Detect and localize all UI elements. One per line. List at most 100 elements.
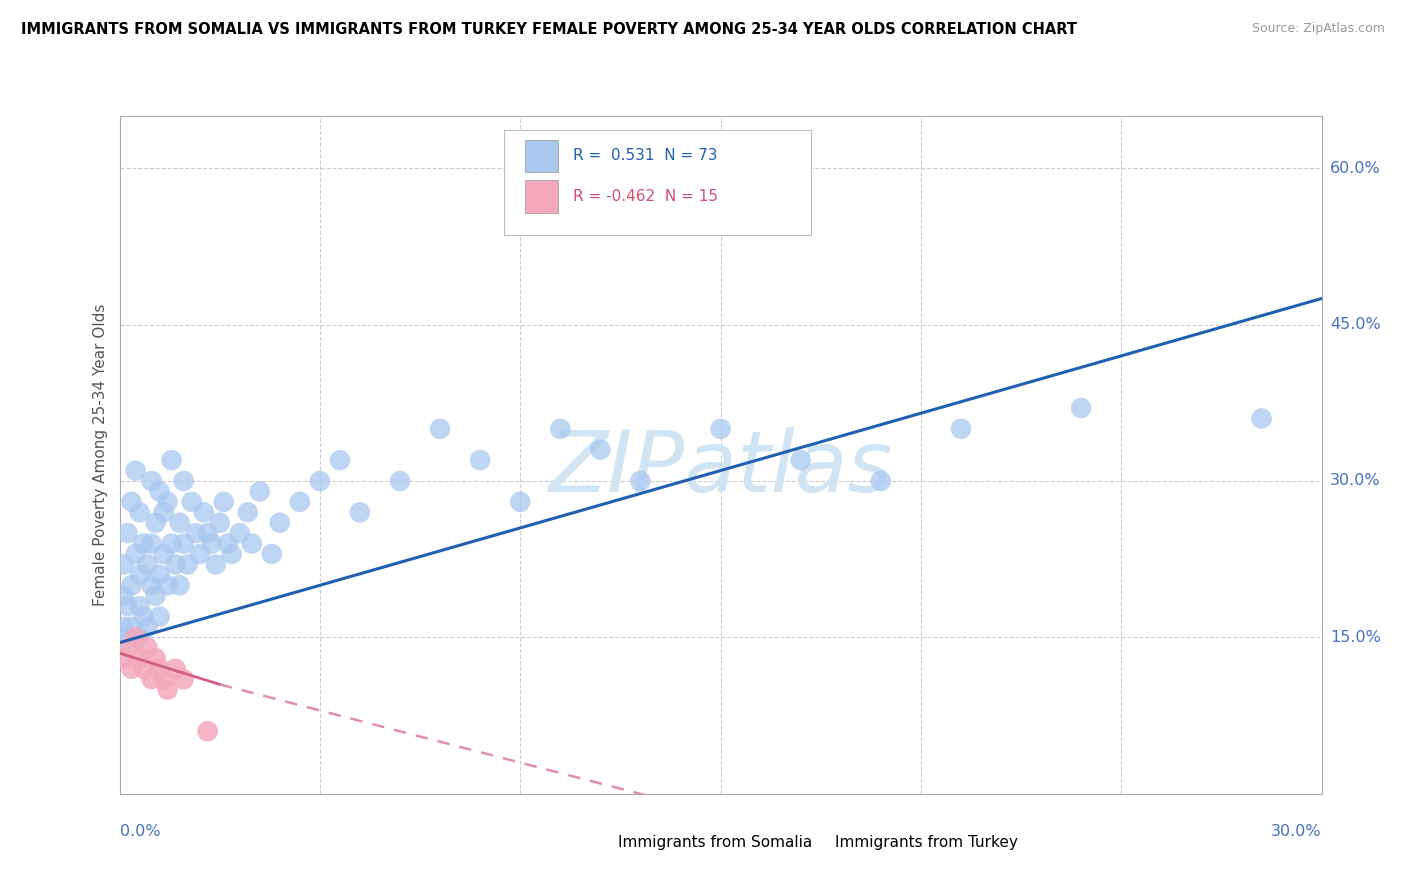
Text: R = -0.462  N = 15: R = -0.462 N = 15 — [572, 189, 717, 204]
Point — [240, 536, 263, 550]
Point — [145, 589, 167, 603]
Point — [160, 453, 183, 467]
Point — [173, 536, 195, 550]
Point — [141, 578, 163, 592]
FancyBboxPatch shape — [799, 832, 823, 853]
Point — [201, 536, 224, 550]
Point — [141, 672, 163, 686]
Point — [117, 599, 139, 614]
Point — [149, 609, 172, 624]
Point — [112, 589, 135, 603]
Point — [388, 474, 412, 488]
Point — [128, 651, 150, 665]
Point — [1070, 401, 1092, 415]
Point — [152, 505, 174, 519]
Point — [165, 558, 187, 572]
Point — [132, 662, 155, 676]
Point — [132, 536, 155, 550]
Point — [169, 578, 191, 592]
Point — [869, 474, 893, 488]
FancyBboxPatch shape — [524, 140, 558, 172]
Point — [160, 536, 183, 550]
Text: Immigrants from Somalia: Immigrants from Somalia — [619, 835, 813, 850]
Point — [212, 495, 235, 509]
Point — [550, 422, 572, 436]
Point — [269, 516, 291, 530]
FancyBboxPatch shape — [505, 129, 811, 235]
Text: 0.0%: 0.0% — [120, 824, 160, 839]
Point — [136, 558, 159, 572]
FancyBboxPatch shape — [524, 180, 558, 213]
Y-axis label: Female Poverty Among 25-34 Year Olds: Female Poverty Among 25-34 Year Olds — [93, 304, 108, 606]
Point — [124, 631, 146, 645]
Point — [197, 526, 219, 541]
Point — [156, 578, 179, 592]
Text: 45.0%: 45.0% — [1330, 317, 1381, 332]
Point — [117, 526, 139, 541]
Point — [124, 547, 146, 561]
Point — [589, 442, 612, 457]
Point — [468, 453, 492, 467]
Point — [128, 599, 150, 614]
Point — [149, 484, 172, 499]
Text: Immigrants from Turkey: Immigrants from Turkey — [835, 835, 1018, 850]
Point — [156, 495, 179, 509]
Point — [630, 474, 652, 488]
Point — [709, 422, 731, 436]
Point — [121, 662, 143, 676]
FancyBboxPatch shape — [582, 832, 606, 853]
Point — [121, 495, 143, 509]
Point — [117, 640, 139, 655]
Point — [221, 547, 243, 561]
Point — [176, 558, 198, 572]
Point — [236, 505, 259, 519]
Point — [124, 464, 146, 478]
Text: 30.0%: 30.0% — [1330, 474, 1381, 489]
Point — [509, 495, 531, 509]
Point — [260, 547, 283, 561]
Point — [173, 474, 195, 488]
Point — [121, 578, 143, 592]
Point — [790, 453, 813, 467]
Point — [169, 516, 191, 530]
Point — [188, 547, 211, 561]
Point — [128, 505, 150, 519]
Point — [950, 422, 973, 436]
Point — [329, 453, 352, 467]
Text: 15.0%: 15.0% — [1330, 630, 1381, 645]
Point — [180, 495, 202, 509]
Point — [197, 724, 219, 739]
Point — [141, 536, 163, 550]
Point — [1250, 411, 1272, 425]
Point — [193, 505, 215, 519]
Point — [228, 526, 252, 541]
Point — [152, 547, 174, 561]
Point — [112, 558, 135, 572]
Point — [156, 682, 179, 697]
Point — [112, 620, 135, 634]
Point — [117, 631, 139, 645]
Point — [136, 640, 159, 655]
Point — [145, 516, 167, 530]
Point — [165, 662, 187, 676]
Point — [429, 422, 451, 436]
Point — [112, 651, 135, 665]
Point — [121, 620, 143, 634]
Point — [128, 631, 150, 645]
Text: 60.0%: 60.0% — [1330, 161, 1381, 176]
Point — [184, 526, 207, 541]
Text: Source: ZipAtlas.com: Source: ZipAtlas.com — [1251, 22, 1385, 36]
Point — [309, 474, 332, 488]
Text: ZIPatlas: ZIPatlas — [548, 427, 893, 510]
Point — [349, 505, 371, 519]
Point — [173, 672, 195, 686]
Point — [132, 609, 155, 624]
Point — [128, 567, 150, 582]
Point — [288, 495, 311, 509]
Point — [149, 567, 172, 582]
Point — [149, 662, 172, 676]
Point — [208, 516, 231, 530]
Point — [204, 558, 226, 572]
Point — [152, 672, 174, 686]
Point — [136, 620, 159, 634]
